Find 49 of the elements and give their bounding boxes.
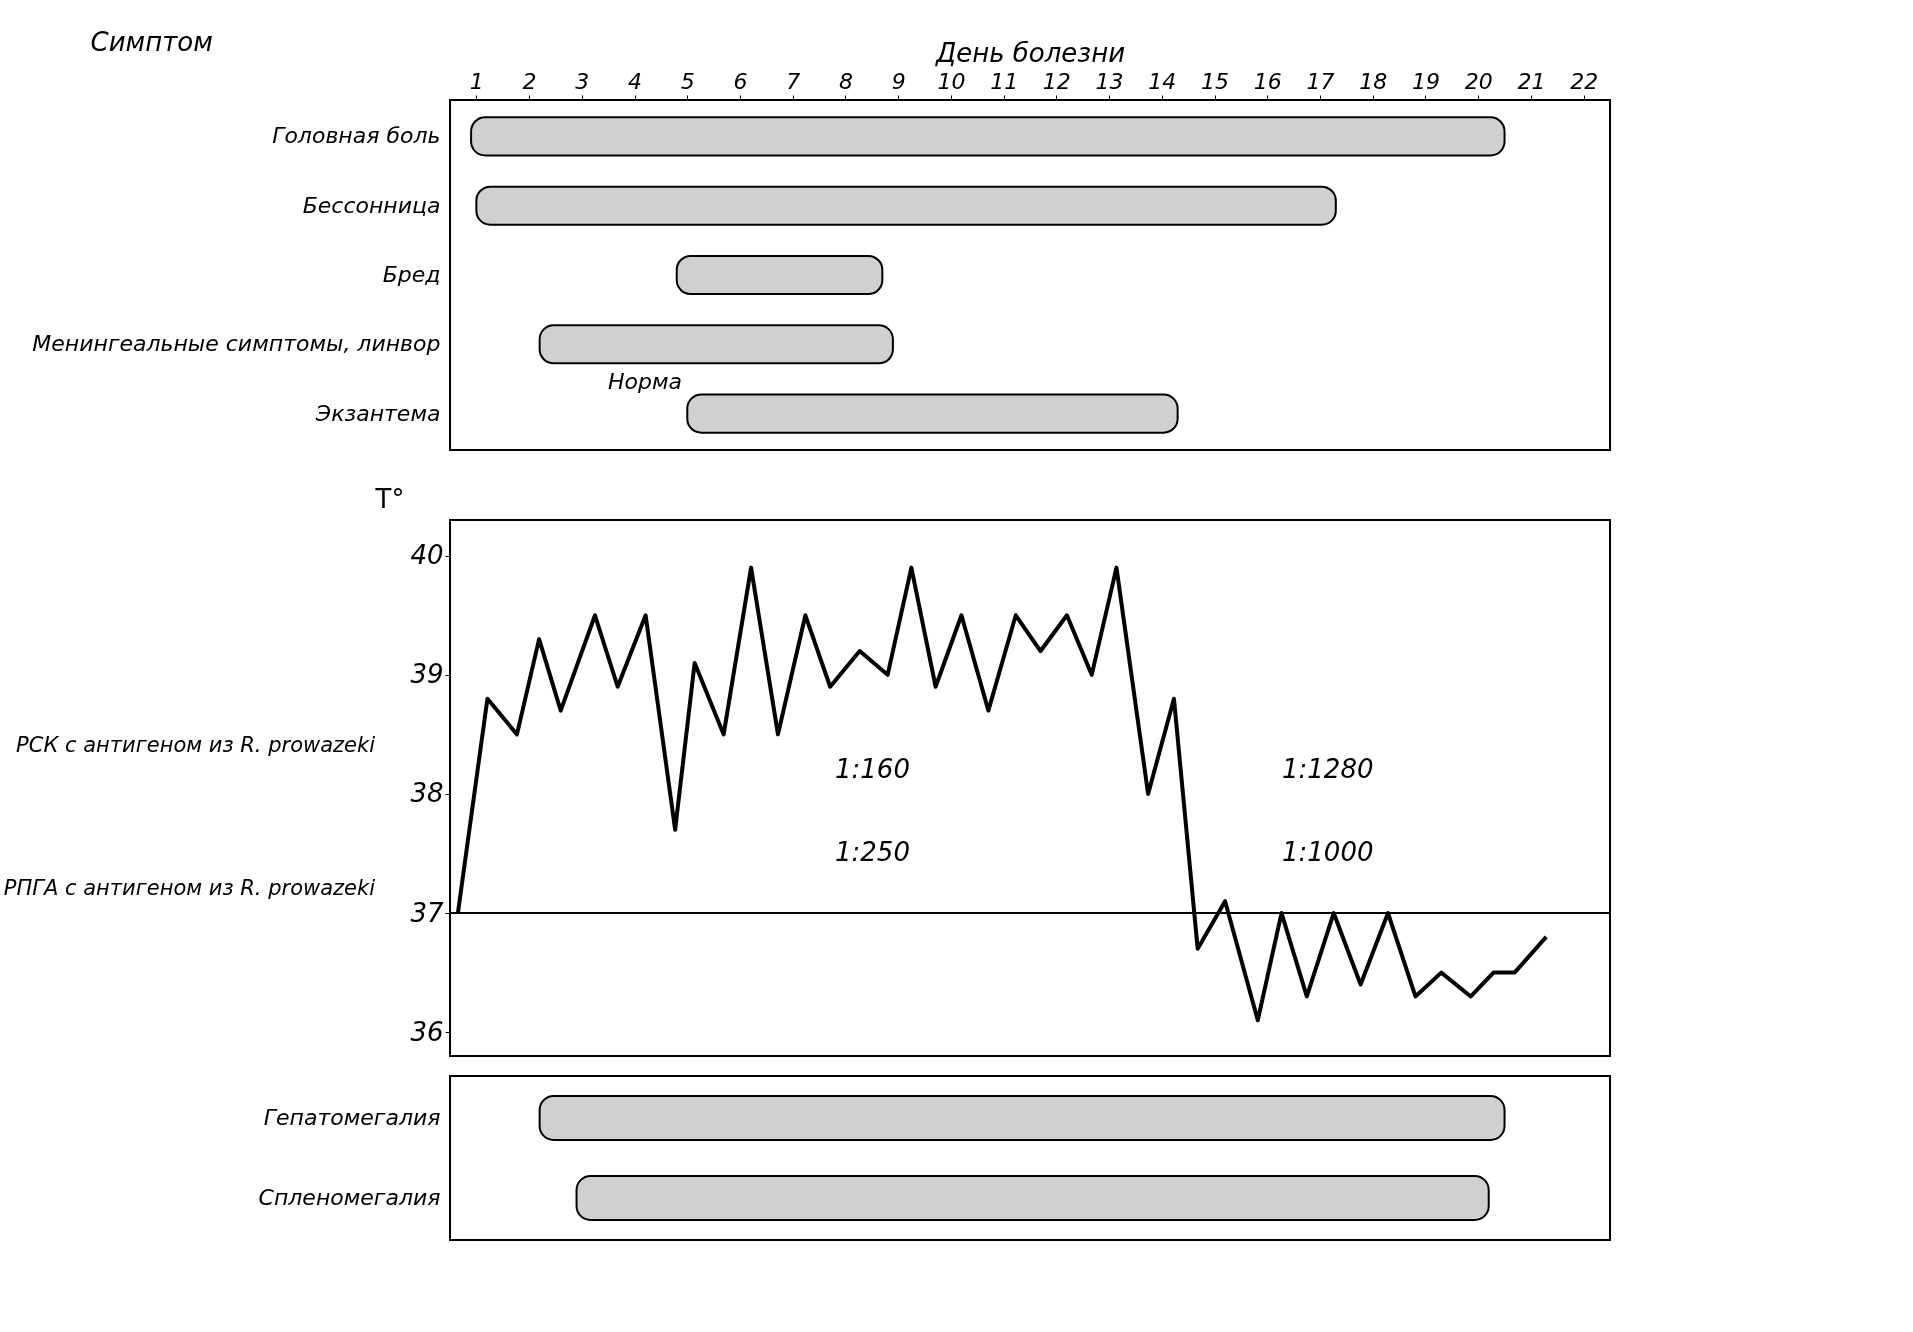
x-tick-label: 15 xyxy=(1201,68,1230,94)
bar xyxy=(470,116,1506,157)
y-axis-title: Симптом xyxy=(90,26,213,57)
x-tick-label: 2 xyxy=(522,68,537,94)
y-tick-label: Гепатомегалия xyxy=(263,1105,441,1130)
annotation: 1:1000 xyxy=(1282,837,1374,867)
x-tick-label: 5 xyxy=(680,68,695,94)
x-tick-label: 14 xyxy=(1148,68,1177,94)
y-tick-label: Бред xyxy=(382,262,441,287)
y-tick-label: 37 xyxy=(410,897,444,928)
annotation: Норма xyxy=(608,369,683,394)
x-tick-label: 20 xyxy=(1464,68,1493,94)
x-tick-label: 22 xyxy=(1570,68,1599,94)
x-tick-label: 4 xyxy=(628,68,643,94)
bar xyxy=(475,185,1337,226)
x-tick-label: 17 xyxy=(1306,68,1335,94)
x-tick-label: 11 xyxy=(990,68,1019,94)
y-tick-label: Бессонница xyxy=(302,192,441,218)
x-tick-label: 6 xyxy=(733,68,748,94)
y-tick-label: 36 xyxy=(410,1016,444,1047)
annotation: 1:160 xyxy=(835,754,910,784)
x-tick-label: 7 xyxy=(786,68,801,94)
x-tick-label: 21 xyxy=(1517,68,1546,94)
bar xyxy=(686,393,1179,434)
text: РПГА с антигеном из R. prowazeki xyxy=(3,876,376,900)
x-tick-label: 10 xyxy=(937,68,966,94)
x-tick-label: 12 xyxy=(1042,68,1071,94)
x-tick-label: 3 xyxy=(575,68,590,94)
x-tick-label: 13 xyxy=(1095,68,1124,94)
x-tick-label: 19 xyxy=(1411,68,1440,94)
y-axis-title: T° xyxy=(374,483,405,514)
y-tick-label: Менингеальные симптомы, линвор xyxy=(32,331,441,357)
y-tick-label: 39 xyxy=(410,659,444,690)
text: РСК с антигеном из R. prowazeki xyxy=(16,733,376,757)
annotation: 1:1280 xyxy=(1282,754,1374,784)
y-tick-label: 38 xyxy=(410,778,444,809)
x-axis-title: День болезни xyxy=(934,37,1126,68)
x-tick-label: 1 xyxy=(469,68,484,94)
y-tick-label: Головная боль xyxy=(272,123,441,149)
bar xyxy=(538,324,894,365)
x-tick-label: 8 xyxy=(838,68,853,94)
bar xyxy=(675,254,884,296)
y-tick-label: 40 xyxy=(410,540,444,571)
y-tick-label: Спленомегалия xyxy=(258,1185,441,1210)
x-tick-label: 18 xyxy=(1359,68,1388,94)
annotation: 1:250 xyxy=(835,837,910,867)
y-tick-label: Экзантема xyxy=(314,400,441,426)
x-tick-label: 16 xyxy=(1253,68,1282,94)
x-tick-label: 9 xyxy=(891,68,906,94)
